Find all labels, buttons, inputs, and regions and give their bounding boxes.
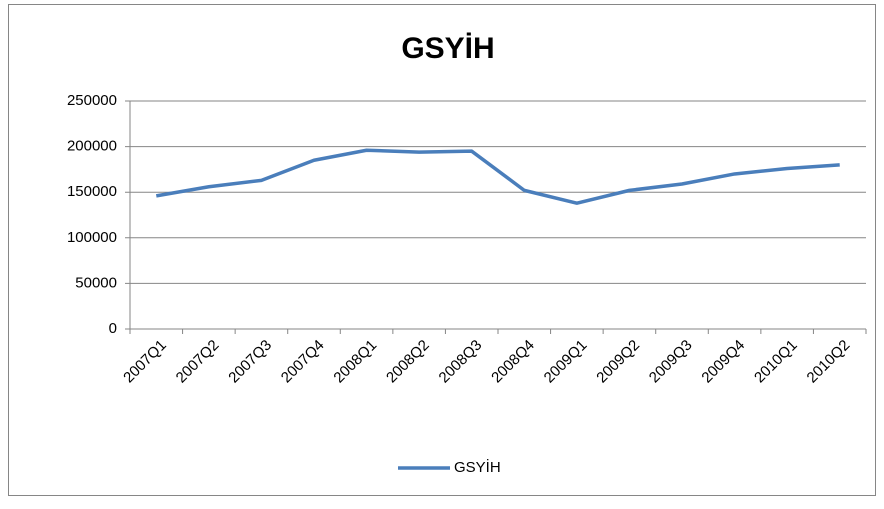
y-tick-label: 150000 <box>67 183 117 200</box>
y-tick-label: 250000 <box>67 92 117 109</box>
line-series <box>155 148 840 205</box>
y-tick-label: 200000 <box>67 138 117 155</box>
y-tick-label: 100000 <box>67 229 117 246</box>
legend-label: GSYİH <box>454 458 501 476</box>
y-tick-label: 50000 <box>75 274 117 291</box>
y-tick-label: 0 <box>109 320 117 337</box>
chart-title: GSYİH <box>401 32 494 65</box>
chart-frame <box>8 4 876 496</box>
